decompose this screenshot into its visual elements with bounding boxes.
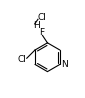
Text: F: F	[40, 28, 45, 37]
Text: Cl: Cl	[17, 55, 26, 64]
Text: H: H	[33, 21, 39, 30]
Text: Cl: Cl	[38, 13, 46, 22]
Text: N: N	[61, 60, 68, 69]
